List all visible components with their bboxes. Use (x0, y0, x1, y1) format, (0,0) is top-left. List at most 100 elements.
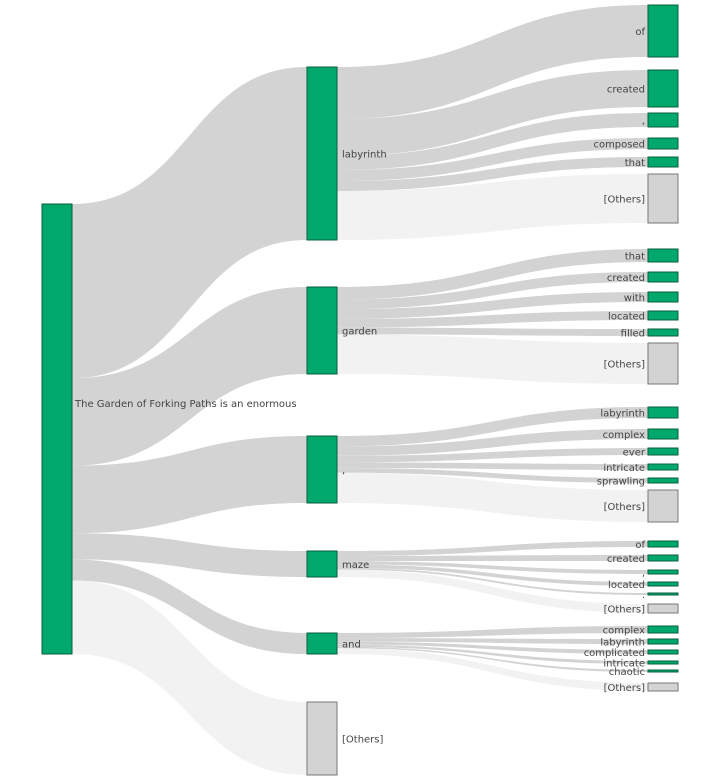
level2-label-maze-created: created (607, 554, 645, 565)
link-labyrinth-punct (337, 113, 648, 170)
node-maze-punct (647, 592, 679, 596)
link-and-others (337, 648, 648, 691)
link-root-labyrinth (72, 67, 307, 379)
node-punct (306, 435, 338, 504)
link-maze-located (337, 564, 648, 586)
node-garden-that (647, 248, 679, 263)
node-garden-filled (647, 328, 679, 337)
node-maze-located (647, 581, 679, 587)
link-punct-labyrinth (337, 407, 648, 447)
node-others (306, 701, 338, 776)
level2-label-and-labyrinth: labyrinth (600, 638, 645, 649)
link-garden-that (337, 249, 648, 300)
link-garden-with (337, 292, 648, 319)
link-punct-complex (337, 429, 648, 456)
link-punct-others (337, 472, 648, 522)
link-and-chaotic (337, 646, 648, 672)
level2-label-labyrinth-that: that (625, 158, 645, 169)
level2-label-punct-ever: ever (623, 448, 646, 459)
level2-label-labyrinth-composed: composed (593, 140, 645, 151)
level2-label-labyrinth-of: of (635, 27, 645, 38)
link-and-complicated (337, 641, 648, 654)
level2-label-maze-located: located (608, 580, 645, 591)
node-labyrinth-of (647, 4, 679, 58)
node-and-labyrinth (647, 638, 679, 645)
level2-label-labyrinth-created: created (607, 85, 645, 96)
link-and-intricate (337, 644, 648, 664)
node-garden-created (647, 271, 679, 283)
node-garden-with (647, 291, 679, 303)
link-maze-of (337, 541, 648, 557)
link-punct-intricate (337, 462, 648, 470)
node-maze-created (647, 554, 679, 562)
level1-label-punct: , (342, 466, 345, 477)
link-garden-others (337, 334, 648, 384)
node-and-intricate (647, 660, 679, 665)
link-garden-located (337, 311, 648, 328)
level2-label-labyrinth-punct: , (642, 116, 645, 127)
node-labyrinth-that (647, 156, 679, 168)
link-maze-punct (337, 561, 648, 574)
level1-label-maze: maze (342, 560, 369, 571)
link-garden-filled (337, 327, 648, 336)
node-punct-sprawling (647, 477, 679, 484)
sankey-labels: The Garden of Forking Paths is an enormo… (74, 27, 646, 746)
link-maze-others (337, 569, 648, 613)
link-root-garden (72, 287, 307, 466)
node-labyrinth (306, 66, 338, 241)
node-punct-labyrinth (647, 406, 679, 419)
level2-label-labyrinth-others: [Others] (604, 195, 646, 206)
link-labyrinth-that (337, 157, 648, 191)
level2-label-garden-others: [Others] (604, 360, 646, 371)
level2-label-punct-sprawling: sprawling (597, 477, 645, 488)
level2-label-maze-punct: . (642, 590, 645, 601)
node-garden (306, 286, 338, 375)
level2-label-and-chaotic: chaotic (609, 667, 645, 678)
level2-label-punct-labyrinth: labyrinth (600, 409, 645, 420)
level2-label-punct-others: [Others] (604, 502, 646, 513)
node-punct-intricate (647, 463, 679, 471)
link-labyrinth-composed (337, 138, 648, 181)
level2-label-maze-punct: , (642, 568, 645, 579)
node-maze-others (647, 603, 679, 614)
level2-label-garden-filled: filled (621, 329, 645, 340)
node-labyrinth-others (647, 173, 679, 224)
level1-label-labyrinth: labyrinth (342, 150, 387, 161)
node-and-complex (647, 625, 679, 634)
level2-label-garden-created: created (607, 273, 645, 284)
level2-label-punct-complex: complex (603, 430, 645, 441)
link-punct-sprawling (337, 468, 648, 483)
level2-label-and-others: [Others] (604, 683, 646, 694)
node-punct-ever (647, 447, 679, 456)
link-root-and (72, 559, 307, 654)
link-maze-created (337, 555, 648, 562)
node-labyrinth-punct (647, 112, 679, 128)
level2-label-punct-intricate: intricate (603, 463, 645, 474)
link-maze-punct (337, 567, 648, 595)
link-labyrinth-created (337, 70, 648, 156)
level2-label-and-complex: complex (603, 626, 645, 637)
link-labyrinth-others (337, 174, 648, 240)
node-garden-located (647, 310, 679, 321)
root-label: The Garden of Forking Paths is an enormo… (74, 399, 297, 410)
level2-label-garden-located: located (608, 312, 645, 323)
link-and-labyrinth (337, 638, 648, 644)
node-and-chaotic (647, 669, 679, 673)
sankey-nodes (41, 4, 679, 776)
node-punct-others (647, 489, 679, 523)
node-root (41, 203, 73, 655)
node-punct-complex (647, 428, 679, 440)
link-root-others (72, 580, 307, 775)
level2-label-maze-of: of (635, 540, 645, 551)
link-punct-ever (337, 448, 648, 463)
node-garden-others (647, 342, 679, 385)
level1-label-others: [Others] (342, 735, 384, 746)
level2-label-garden-that: that (625, 252, 645, 263)
level2-label-maze-others: [Others] (604, 605, 646, 616)
node-and (306, 632, 338, 655)
level1-label-garden: garden (342, 327, 377, 338)
level2-label-and-intricate: intricate (603, 659, 645, 670)
node-labyrinth-created (647, 69, 679, 108)
node-labyrinth-composed (647, 137, 679, 150)
